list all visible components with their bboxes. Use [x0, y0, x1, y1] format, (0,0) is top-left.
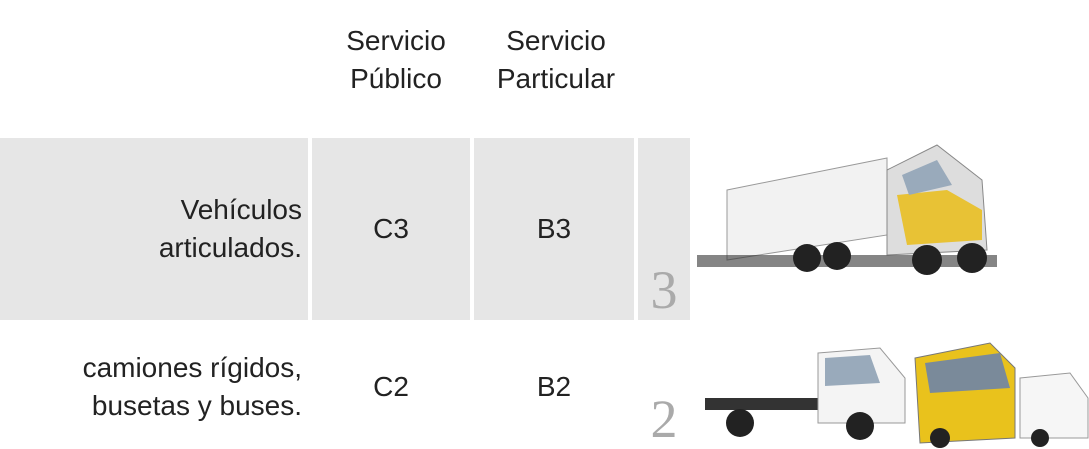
windshield [902, 160, 952, 195]
cell-publico: C2 [312, 325, 470, 449]
header-text: Servicio Público [346, 25, 446, 94]
chassis [705, 398, 825, 410]
cell-text: C3 [373, 213, 409, 244]
row-number: 3 [638, 138, 690, 320]
cell-text: B2 [536, 371, 572, 402]
wheel [1031, 429, 1049, 447]
label-line: busetas y buses. [91, 390, 302, 421]
cell-particular: B2 [474, 325, 634, 449]
label-line: Vehículos [180, 194, 302, 225]
row-number: 2 [638, 325, 690, 449]
wheel [957, 243, 987, 273]
bus-window [925, 353, 1010, 393]
cell-publico: C3 [312, 138, 470, 320]
wheel [726, 409, 754, 437]
wheel [823, 242, 851, 270]
header-publico: Servicio Público [318, 10, 474, 110]
label-line: camiones rígidos, [82, 352, 302, 383]
truck-image [697, 144, 997, 275]
vehicles-image [705, 342, 1089, 448]
truck-window [825, 355, 880, 386]
minibus [1019, 372, 1089, 439]
header-particular: Servicio Particular [474, 10, 638, 110]
number-text: 3 [650, 260, 678, 320]
wheel [793, 244, 821, 272]
cell-particular: B3 [474, 138, 634, 320]
row-label: Vehículos articulados. [0, 138, 308, 320]
wheel [912, 245, 942, 275]
row-label: camiones rígidos, busetas y buses. [0, 325, 308, 449]
number-text: 2 [650, 389, 678, 449]
cell-text: C2 [373, 371, 409, 402]
wheel [930, 428, 950, 448]
wheel [846, 412, 874, 440]
header-text: Servicio Particular [496, 25, 616, 94]
cell-text: B3 [536, 213, 572, 244]
cab-stripe [897, 190, 982, 245]
label-line: articulados. [158, 232, 302, 263]
